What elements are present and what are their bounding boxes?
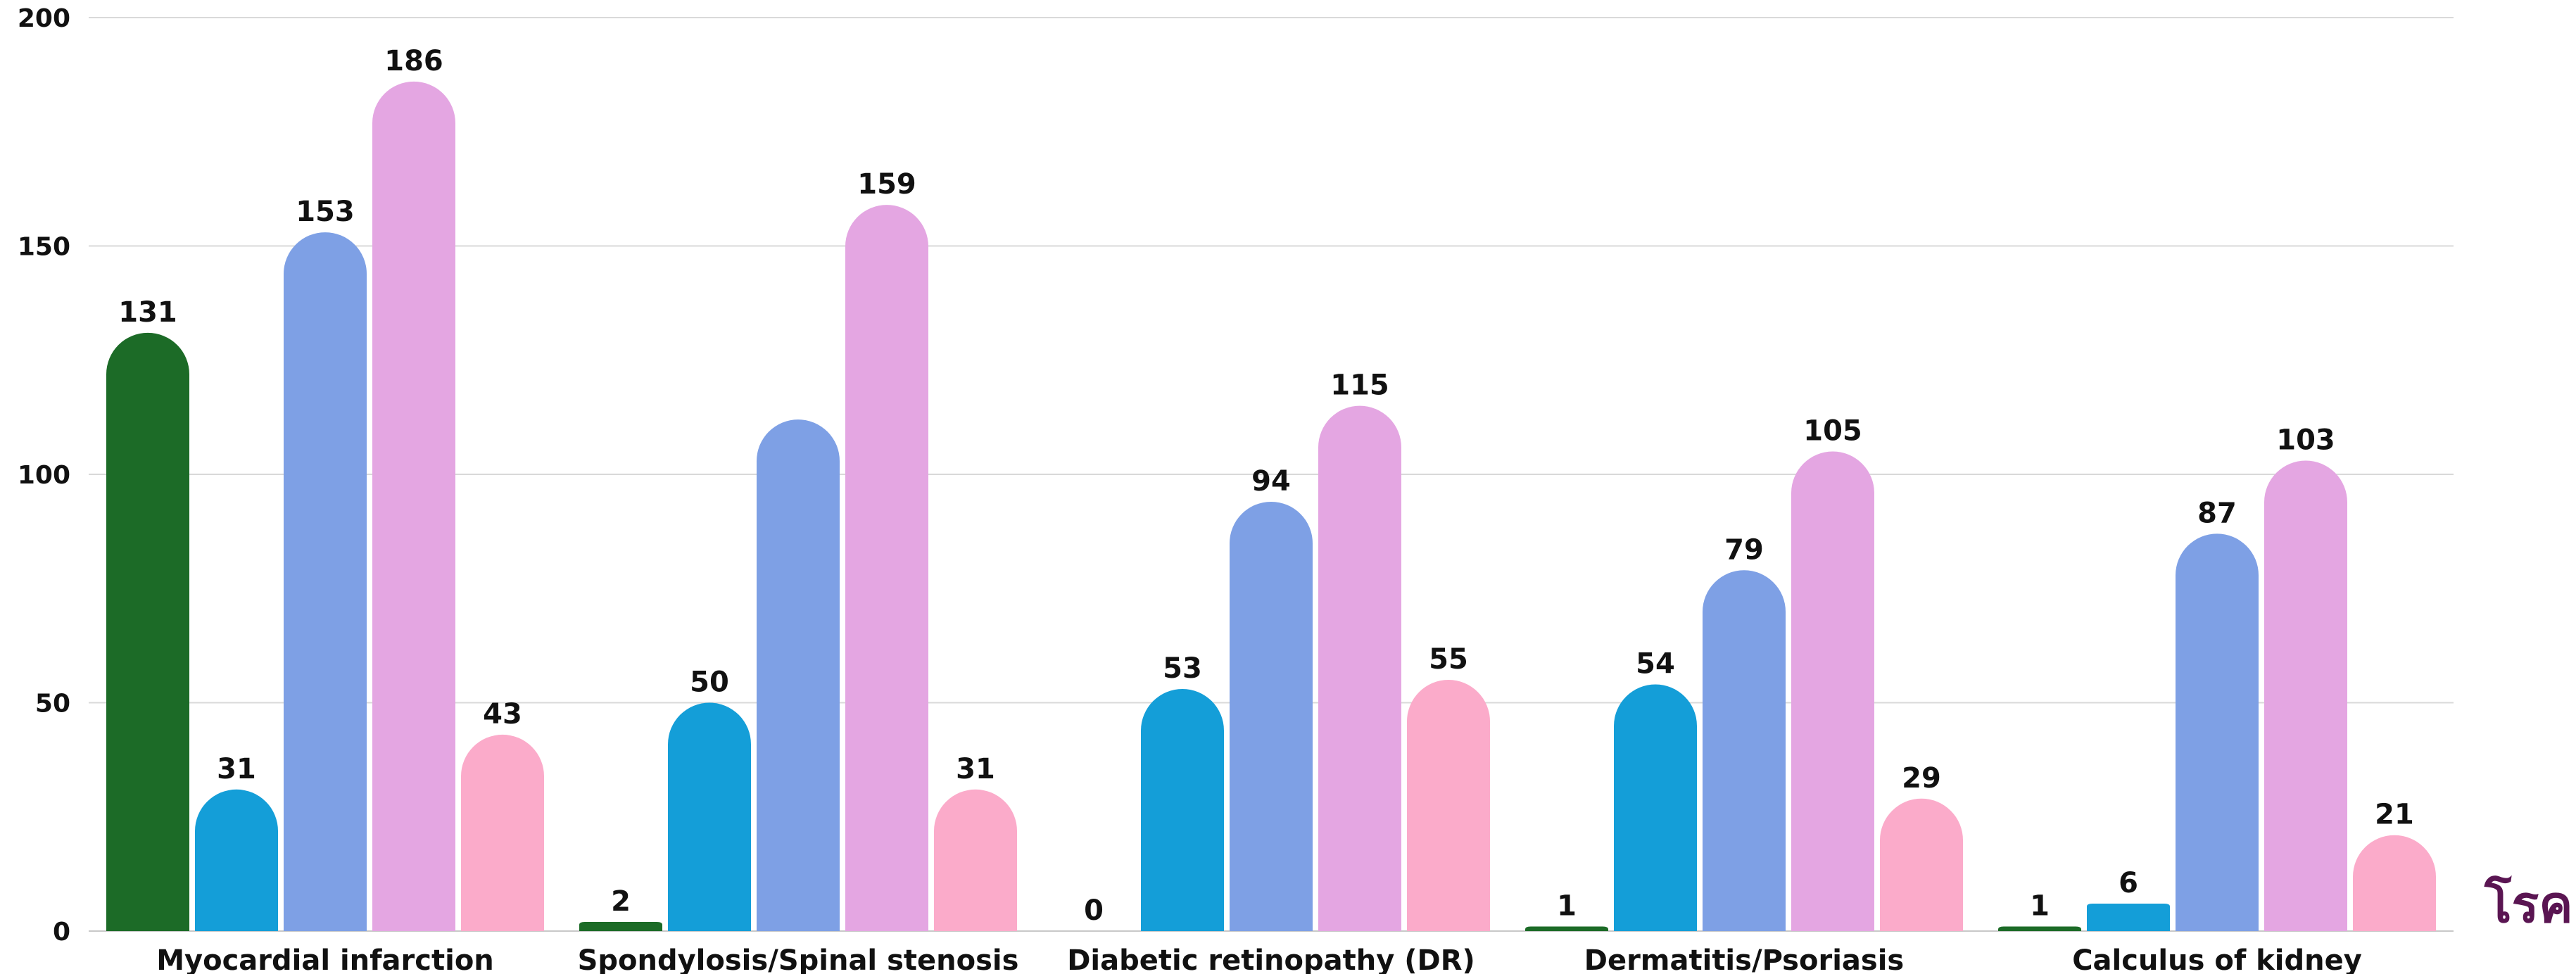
data-label: 2 [611, 885, 631, 918]
bar [1525, 926, 1608, 931]
bar [668, 702, 751, 931]
data-label: 131 [118, 296, 177, 329]
bar [845, 205, 928, 932]
bar [1141, 689, 1224, 931]
data-label: 115 [1330, 369, 1389, 402]
bar [284, 232, 367, 931]
bar [461, 734, 544, 931]
data-label: 1 [2030, 890, 2050, 923]
bar [1703, 570, 1786, 931]
data-label: 186 [384, 45, 443, 77]
data-label: 43 [483, 698, 522, 730]
bar [757, 419, 840, 931]
data-label: 0 [1084, 894, 1104, 927]
data-label: 50 [690, 666, 729, 699]
y-axis-ticks: 0 50 100 150 200 [18, 4, 70, 947]
bar [579, 922, 662, 931]
data-label: 21 [2375, 799, 2414, 831]
data-label: 31 [217, 753, 256, 785]
y-tick-label: 150 [18, 233, 70, 262]
data-label: 105 [1803, 415, 1862, 448]
y-tick-label: 0 [53, 918, 70, 947]
data-label: 79 [1724, 533, 1764, 566]
bar [1230, 501, 1313, 931]
data-label: 29 [1902, 762, 1941, 795]
data-label: 103 [2276, 424, 2335, 457]
data-label: 31 [956, 753, 995, 785]
bar [2087, 904, 2170, 931]
data-label: 6 [2119, 867, 2138, 899]
bar [1998, 926, 2081, 931]
bar [934, 789, 1017, 931]
bar [2353, 835, 2436, 931]
bar [1614, 684, 1697, 931]
data-label: 1 [1557, 890, 1577, 923]
data-label: 55 [1429, 643, 1468, 676]
y-tick-label: 100 [18, 461, 70, 490]
x-category-label: Dermatitis/Psoriasis [1584, 944, 1904, 974]
bar [1407, 680, 1490, 931]
bar [372, 81, 455, 932]
bar [1880, 798, 1963, 931]
bar [1318, 405, 1401, 931]
bar [106, 332, 189, 931]
bar [2264, 460, 2347, 931]
bar [1791, 451, 1874, 931]
x-axis-title: โรค [2484, 874, 2573, 934]
data-label: 87 [2197, 497, 2237, 529]
x-category-label: Calculus of kidney [2072, 944, 2362, 974]
bar [2176, 533, 2259, 931]
data-label: 153 [296, 196, 355, 228]
x-axis-categories: Myocardial infarction Spondylosis/Spinal … [156, 944, 2362, 974]
data-label: 94 [1251, 465, 1291, 498]
x-category-label: Diabetic retinopathy (DR) [1067, 944, 1475, 974]
data-labels-layer: 131 31 153 186 43 2 50 159 31 0 53 94 115 55 1 54 79 105 2… [118, 45, 2414, 927]
y-tick-label: 50 [35, 690, 70, 719]
data-label: 54 [1636, 648, 1675, 681]
data-label: 53 [1163, 652, 1202, 685]
bars-layer [106, 81, 2436, 932]
bar [195, 789, 278, 931]
y-tick-label: 200 [18, 4, 70, 33]
data-label: 159 [857, 168, 916, 201]
x-category-label: Myocardial infarction [156, 944, 494, 974]
x-category-label: Spondylosis/Spinal stenosis [578, 944, 1019, 974]
